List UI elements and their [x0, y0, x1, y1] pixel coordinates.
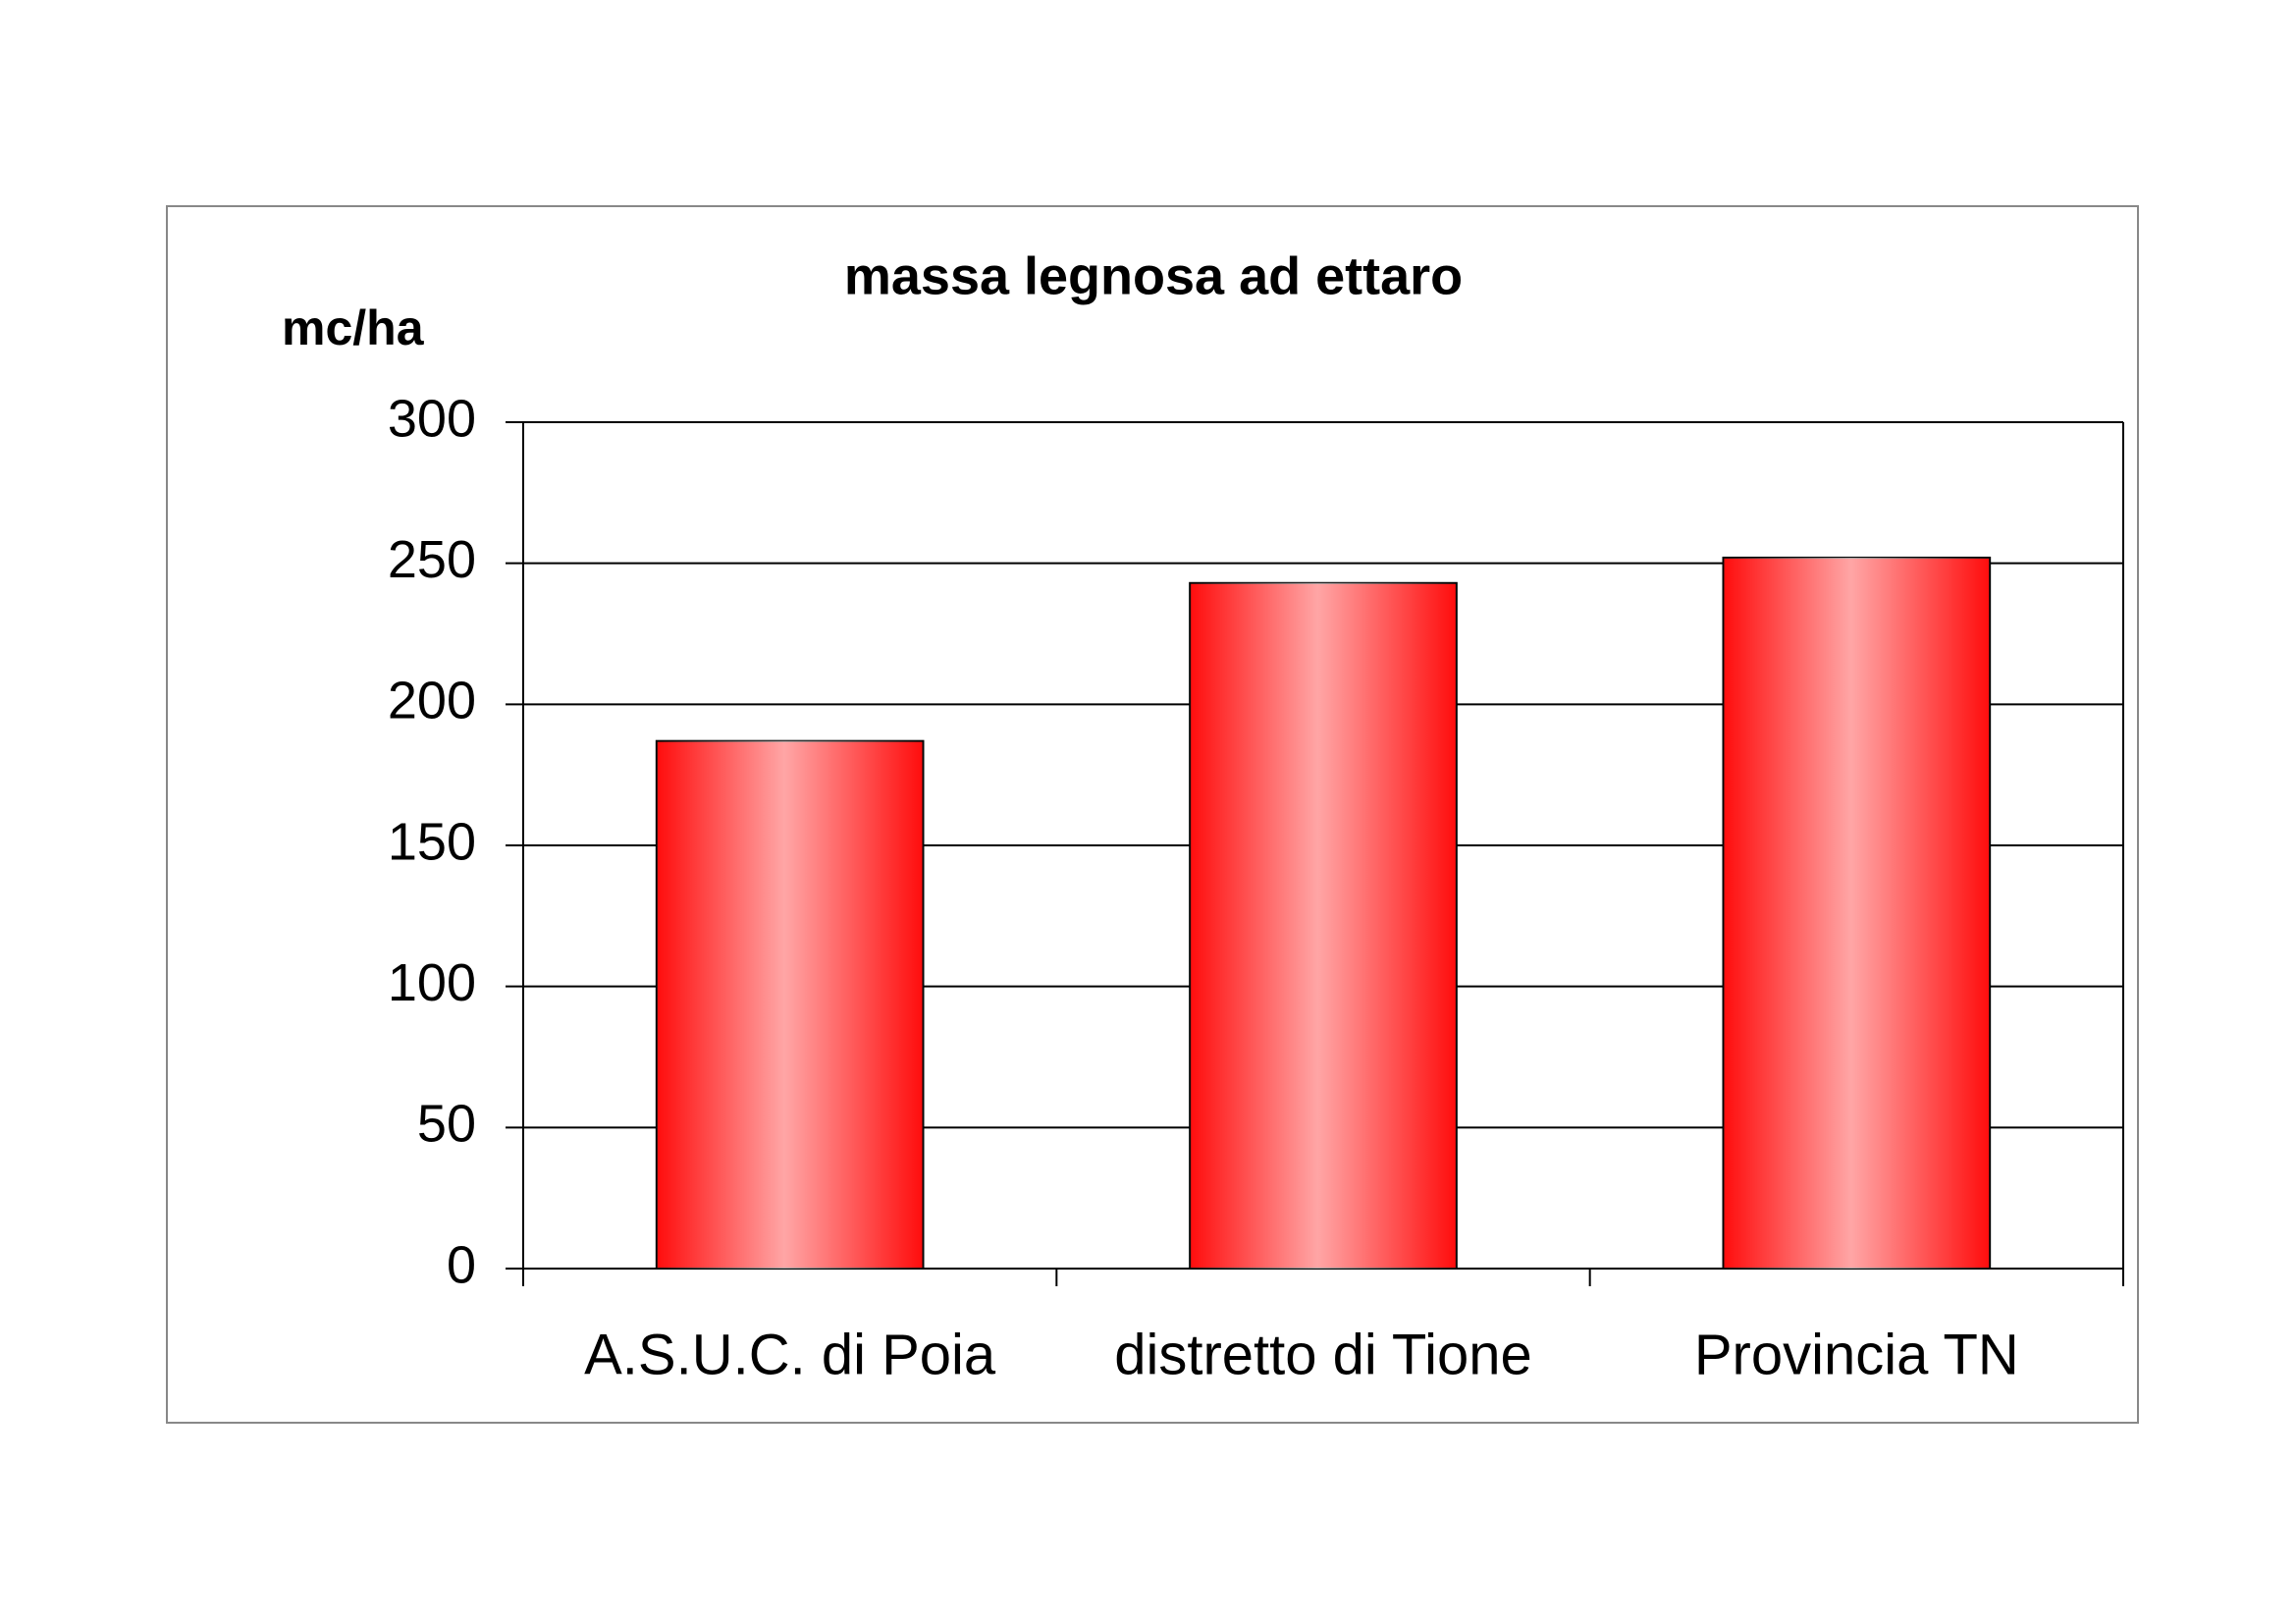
y-tick-label: 50 — [417, 1095, 476, 1154]
y-tick-label: 200 — [388, 672, 476, 731]
chart-title: massa legnosa ad ettaro — [844, 246, 1463, 305]
x-tick-label: A.S.U.C. di Poia — [584, 1323, 996, 1386]
x-tick-label: Provincia TN — [1694, 1323, 2019, 1386]
y-axis-label: mc/ha — [282, 300, 425, 355]
x-tick-label: distretto di Tione — [1114, 1323, 1532, 1386]
bar — [1722, 556, 1992, 1270]
bar — [1189, 581, 1458, 1270]
y-tick-label: 250 — [388, 530, 476, 589]
y-tick-label: 100 — [388, 953, 476, 1012]
y-tick-label: 0 — [447, 1235, 476, 1294]
y-tick-label: 300 — [388, 389, 476, 448]
y-tick-label: 150 — [388, 812, 476, 871]
bar — [655, 739, 925, 1270]
